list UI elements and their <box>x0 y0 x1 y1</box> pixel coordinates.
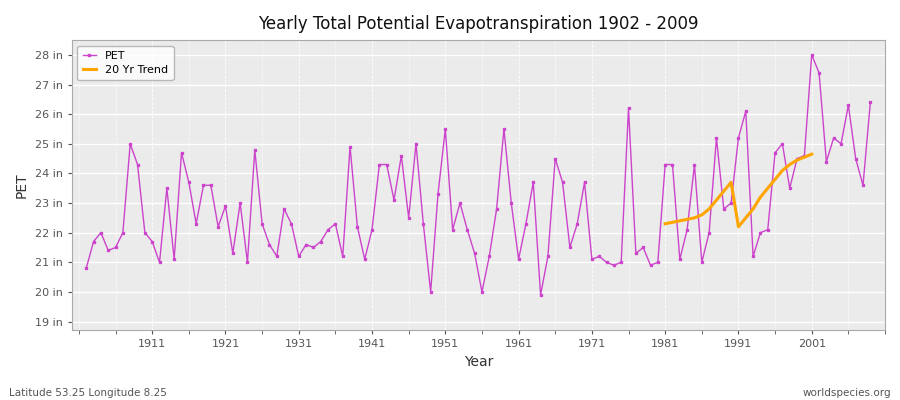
20 Yr Trend <box>681 217 692 222</box>
PET <box>865 100 876 105</box>
Text: worldspecies.org: worldspecies.org <box>803 388 891 398</box>
20 Yr Trend <box>674 218 685 223</box>
Y-axis label: PET: PET <box>15 172 29 198</box>
20 Yr Trend <box>660 221 670 226</box>
Legend: PET, 20 Yr Trend: PET, 20 Yr Trend <box>77 46 174 80</box>
20 Yr Trend <box>733 224 743 229</box>
20 Yr Trend <box>667 220 678 225</box>
X-axis label: Year: Year <box>464 355 493 369</box>
20 Yr Trend <box>697 212 707 217</box>
20 Yr Trend <box>755 195 766 200</box>
20 Yr Trend <box>741 216 751 220</box>
20 Yr Trend <box>704 206 715 211</box>
20 Yr Trend <box>806 152 817 156</box>
PET <box>161 186 172 191</box>
PET <box>447 227 458 232</box>
Text: Latitude 53.25 Longitude 8.25: Latitude 53.25 Longitude 8.25 <box>9 388 166 398</box>
Title: Yearly Total Potential Evapotranspiration 1902 - 2009: Yearly Total Potential Evapotranspiratio… <box>258 15 698 33</box>
20 Yr Trend <box>792 158 803 162</box>
PET <box>762 227 773 232</box>
20 Yr Trend <box>777 168 788 173</box>
PET <box>536 292 546 297</box>
PET <box>205 183 216 188</box>
20 Yr Trend <box>718 189 729 194</box>
20 Yr Trend <box>748 206 759 211</box>
20 Yr Trend <box>770 177 780 182</box>
Line: 20 Yr Trend: 20 Yr Trend <box>665 154 812 227</box>
20 Yr Trend <box>725 180 736 185</box>
20 Yr Trend <box>784 162 795 167</box>
PET <box>711 136 722 140</box>
20 Yr Trend <box>689 216 700 220</box>
20 Yr Trend <box>762 186 773 191</box>
20 Yr Trend <box>711 198 722 202</box>
PET <box>777 141 788 146</box>
PET <box>81 266 92 271</box>
20 Yr Trend <box>799 155 810 160</box>
PET <box>806 52 817 57</box>
Line: PET: PET <box>85 54 872 296</box>
